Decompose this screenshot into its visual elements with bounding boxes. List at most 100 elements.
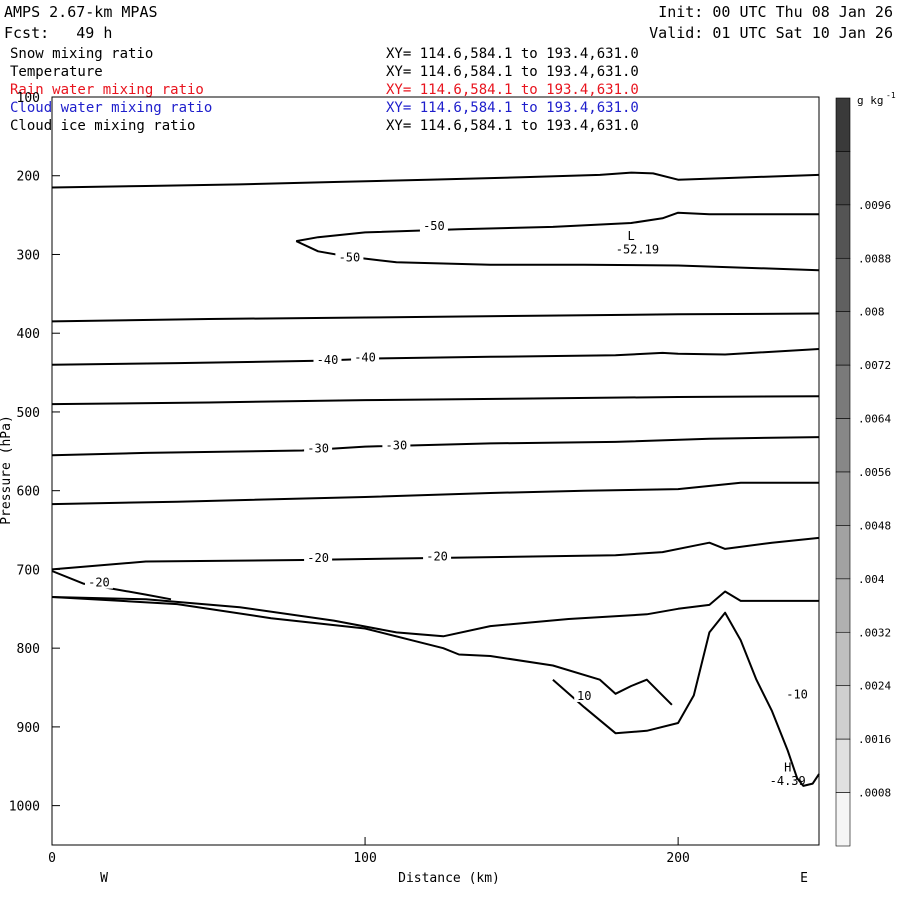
legend-field-name: Cloud water mixing ratio xyxy=(10,100,212,116)
colorbar-tick-label: .0064 xyxy=(858,413,891,426)
isotherm-line xyxy=(51,312,820,323)
contour-label: H xyxy=(784,761,791,775)
y-tick-label: 800 xyxy=(17,642,40,657)
colorbar-swatch xyxy=(835,97,851,152)
y-tick-label: 300 xyxy=(17,248,40,263)
colorbar-swatch xyxy=(835,204,851,259)
contour-label-background xyxy=(783,686,812,701)
contour-label: -50 xyxy=(339,250,361,264)
contour-label-background xyxy=(335,249,364,264)
colorbar-swatch xyxy=(835,471,851,526)
isotherm-line xyxy=(51,481,819,506)
isotherm-lines xyxy=(51,171,820,787)
colorbar-swatch xyxy=(835,151,851,206)
contour-label: -20 xyxy=(307,551,329,565)
contour-label: -20 xyxy=(88,576,110,590)
y-tick-label: 900 xyxy=(17,721,40,736)
contour-label-background xyxy=(313,351,342,366)
colorbar-tick-label: .0032 xyxy=(858,626,891,639)
x-axis-label: Distance (km) xyxy=(398,871,500,886)
legend-field-xy: XY= 114.6,584.1 to 193.4,631.0 xyxy=(386,118,639,134)
contour-label-background xyxy=(419,217,448,232)
colorbar-tick-label: .0072 xyxy=(858,359,891,372)
model-title: AMPS 2.67-km MPAS xyxy=(4,3,158,21)
colorbar-swatch xyxy=(835,738,851,793)
y-tick-label: 1000 xyxy=(9,800,40,815)
contour-label: -4.39 xyxy=(770,774,806,788)
colorbar-swatch xyxy=(835,525,851,580)
legend-field-xy: XY= 114.6,584.1 to 193.4,631.0 xyxy=(386,64,639,80)
colorbar-unit: g kg xyxy=(857,94,884,107)
contour-label: -30 xyxy=(307,442,329,456)
contour-label-background xyxy=(382,437,411,452)
x-tick-label: 200 xyxy=(666,851,689,866)
isotherm-line xyxy=(51,570,172,601)
colorbar-swatch xyxy=(835,578,851,633)
x-axis: 0 100 200 xyxy=(48,837,690,866)
colorbar-tick-label: .0024 xyxy=(858,680,891,693)
legend-field-name: Temperature xyxy=(10,64,103,80)
colorbar-tick-label: .008 xyxy=(858,306,885,319)
colorbar-tick-label: .0056 xyxy=(858,466,891,479)
contour-label: -30 xyxy=(386,439,408,453)
contour-label: -10 xyxy=(786,687,808,701)
y-tick-label: 600 xyxy=(17,485,40,500)
colorbar-tick-label: .0096 xyxy=(858,199,891,212)
colorbar: g kg -1 .0096 .0088 .008 .0072 .0064 .0056 .00… xyxy=(835,91,896,847)
colorbar-swatch xyxy=(835,418,851,473)
contour-label-background xyxy=(304,550,333,565)
colorbar-swatch xyxy=(835,257,851,313)
legend-field-name: Rain water mixing ratio xyxy=(10,82,204,98)
y-tick-label: 400 xyxy=(17,327,40,342)
colorbar-swatch xyxy=(835,685,851,740)
isotherm-line xyxy=(51,536,820,571)
contour-label: 10 xyxy=(577,689,591,703)
contour-label-background xyxy=(84,574,113,589)
forecast-hour: Fcst: 49 h xyxy=(4,24,112,42)
contour-label: -40 xyxy=(317,353,339,367)
y-axis-label: Pressure (hPa) xyxy=(0,415,14,525)
contour-label-background xyxy=(423,548,452,563)
legend-field-xy: XY= 114.6,584.1 to 193.4,631.0 xyxy=(386,82,639,98)
legend-field-xy: XY= 114.6,584.1 to 193.4,631.0 xyxy=(386,46,639,62)
colorbar-tick-label: .0088 xyxy=(858,252,891,265)
contour-label: -50 xyxy=(423,219,445,233)
isotherm-line xyxy=(295,240,820,272)
y-tick-label: 500 xyxy=(17,406,40,421)
contour-labels: -50 -50 L-52.19 -40 -40 -30 -30 -20 -20 -20 10 -10 H… xyxy=(84,217,812,788)
isotherm-line xyxy=(51,590,819,638)
x-tick-label: 0 xyxy=(48,851,56,866)
init-time: Init: 00 UTC Thu 08 Jan 26 xyxy=(658,3,893,21)
contour-label: L xyxy=(628,229,635,243)
isotherm-line xyxy=(51,348,820,366)
legend-field-name: Cloud ice mixing ratio xyxy=(10,118,195,134)
contour-label: -52.19 xyxy=(616,243,659,257)
east-label: E xyxy=(800,871,808,886)
legend-field-name: Snow mixing ratio xyxy=(10,46,153,62)
y-tick-label: 200 xyxy=(17,170,40,185)
colorbar-tick-label: .0016 xyxy=(858,733,891,746)
colorbar-swatch xyxy=(835,631,851,687)
y-tick-label: 100 xyxy=(17,91,40,106)
isotherm-line xyxy=(51,436,820,457)
colorbar-unit-exponent: -1 xyxy=(886,91,896,100)
plot-frame xyxy=(51,96,820,846)
isotherm-line xyxy=(51,171,820,189)
isotherm-line xyxy=(296,211,819,243)
y-tick-label: 700 xyxy=(17,563,40,578)
valid-time: Valid: 01 UTC Sat 10 Jan 26 xyxy=(649,24,893,42)
contour-label-background xyxy=(304,440,333,455)
west-label: W xyxy=(100,871,108,886)
field-legend: Snow mixing ratio XY= 114.6,584.1 to 193.… xyxy=(10,46,639,134)
legend-field-xy: XY= 114.6,584.1 to 193.4,631.0 xyxy=(386,100,639,116)
colorbar-tick-label: .004 xyxy=(858,573,885,586)
contour-label-background xyxy=(574,687,595,702)
colorbar-tick-label: .0008 xyxy=(858,787,891,800)
isotherm-line xyxy=(51,395,820,406)
colorbar-tick-label: .0048 xyxy=(858,519,891,532)
y-axis: 100 200 300 400 500 600 700 800 900 1000 xyxy=(9,91,60,815)
colorbar-swatch xyxy=(835,311,851,366)
colorbar-swatch xyxy=(835,792,851,847)
